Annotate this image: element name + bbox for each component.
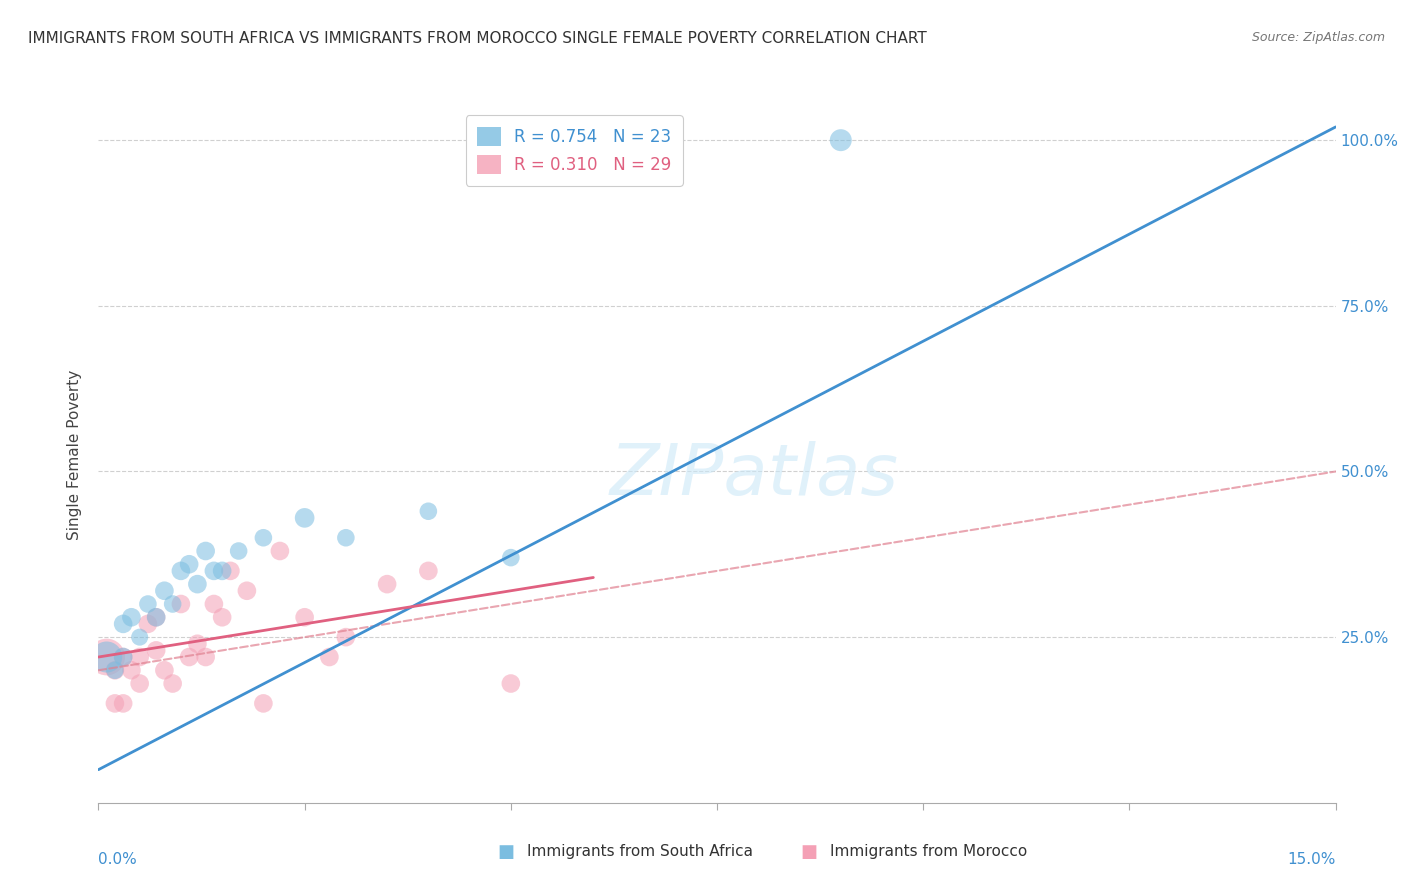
Point <box>335 630 357 644</box>
Point <box>335 531 357 545</box>
Point <box>186 577 208 591</box>
Point <box>120 663 142 677</box>
Point <box>194 650 217 665</box>
Point <box>318 650 340 665</box>
Point <box>211 564 233 578</box>
Point <box>112 650 135 665</box>
Point <box>96 650 118 665</box>
Point <box>202 597 225 611</box>
Y-axis label: Single Female Poverty: Single Female Poverty <box>67 370 83 540</box>
Point <box>128 650 150 665</box>
Point <box>202 564 225 578</box>
Point <box>418 504 440 518</box>
Point <box>104 663 127 677</box>
Text: ZIPatlas: ZIPatlas <box>610 442 898 510</box>
Point <box>228 544 250 558</box>
Point <box>136 616 159 631</box>
Point <box>194 544 217 558</box>
Point <box>418 564 440 578</box>
Point <box>112 697 135 711</box>
Point <box>136 597 159 611</box>
Point <box>153 663 176 677</box>
Text: 0.0%: 0.0% <box>98 852 138 866</box>
Point <box>294 511 316 525</box>
Point <box>145 610 167 624</box>
Text: Immigrants from Morocco: Immigrants from Morocco <box>830 845 1026 859</box>
Point <box>211 610 233 624</box>
Point <box>128 676 150 690</box>
Point <box>830 133 852 147</box>
Point <box>145 610 167 624</box>
Text: 15.0%: 15.0% <box>1288 852 1336 866</box>
Text: Source: ZipAtlas.com: Source: ZipAtlas.com <box>1251 31 1385 45</box>
Point <box>219 564 242 578</box>
Point <box>128 630 150 644</box>
Point <box>145 643 167 657</box>
Point <box>104 663 127 677</box>
Point <box>499 550 522 565</box>
Point <box>179 558 201 572</box>
Point <box>499 676 522 690</box>
Point <box>112 650 135 665</box>
Point <box>120 610 142 624</box>
Point <box>236 583 259 598</box>
Point <box>375 577 398 591</box>
Text: ■: ■ <box>498 843 515 861</box>
Point <box>269 544 291 558</box>
Point <box>112 616 135 631</box>
Text: IMMIGRANTS FROM SOUTH AFRICA VS IMMIGRANTS FROM MOROCCO SINGLE FEMALE POVERTY CO: IMMIGRANTS FROM SOUTH AFRICA VS IMMIGRAN… <box>28 31 927 46</box>
Point <box>179 650 201 665</box>
Point <box>170 564 193 578</box>
Text: Immigrants from South Africa: Immigrants from South Africa <box>527 845 754 859</box>
Point <box>170 597 193 611</box>
Point <box>96 650 118 665</box>
Point <box>252 697 274 711</box>
Point <box>153 583 176 598</box>
Point <box>186 637 208 651</box>
Point <box>162 597 184 611</box>
Text: ■: ■ <box>800 843 817 861</box>
Point <box>252 531 274 545</box>
Point <box>162 676 184 690</box>
Legend: R = 0.754   N = 23, R = 0.310   N = 29: R = 0.754 N = 23, R = 0.310 N = 29 <box>465 115 683 186</box>
Point <box>104 697 127 711</box>
Point <box>294 610 316 624</box>
